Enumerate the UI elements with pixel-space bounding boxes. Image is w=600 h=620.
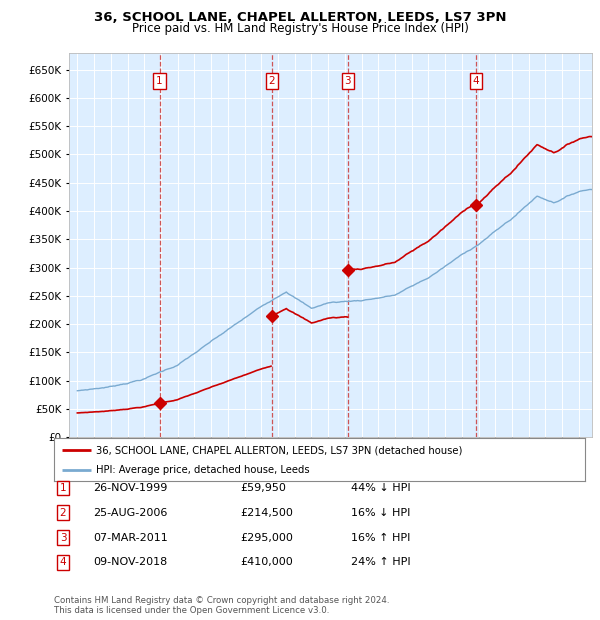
Text: 36, SCHOOL LANE, CHAPEL ALLERTON, LEEDS, LS7 3PN: 36, SCHOOL LANE, CHAPEL ALLERTON, LEEDS,…: [94, 11, 506, 24]
Text: Contains HM Land Registry data © Crown copyright and database right 2024.
This d: Contains HM Land Registry data © Crown c…: [54, 596, 389, 615]
Text: 36, SCHOOL LANE, CHAPEL ALLERTON, LEEDS, LS7 3PN (detached house): 36, SCHOOL LANE, CHAPEL ALLERTON, LEEDS,…: [97, 445, 463, 455]
Text: 44% ↓ HPI: 44% ↓ HPI: [351, 483, 410, 493]
Text: £410,000: £410,000: [240, 557, 293, 567]
Text: 16% ↑ HPI: 16% ↑ HPI: [351, 533, 410, 542]
Text: 1: 1: [156, 76, 163, 86]
Text: 16% ↓ HPI: 16% ↓ HPI: [351, 508, 410, 518]
Text: 4: 4: [473, 76, 479, 86]
Text: 3: 3: [59, 533, 67, 542]
Text: 3: 3: [344, 76, 351, 86]
Text: 26-NOV-1999: 26-NOV-1999: [93, 483, 167, 493]
Text: Price paid vs. HM Land Registry's House Price Index (HPI): Price paid vs. HM Land Registry's House …: [131, 22, 469, 35]
Text: £214,500: £214,500: [240, 508, 293, 518]
Text: 1: 1: [59, 483, 67, 493]
Text: £295,000: £295,000: [240, 533, 293, 542]
Text: 09-NOV-2018: 09-NOV-2018: [93, 557, 167, 567]
Text: 07-MAR-2011: 07-MAR-2011: [93, 533, 168, 542]
Text: 4: 4: [59, 557, 67, 567]
Text: 25-AUG-2006: 25-AUG-2006: [93, 508, 167, 518]
Text: 2: 2: [269, 76, 275, 86]
Text: 2: 2: [59, 508, 67, 518]
Text: 24% ↑ HPI: 24% ↑ HPI: [351, 557, 410, 567]
Text: £59,950: £59,950: [240, 483, 286, 493]
Text: HPI: Average price, detached house, Leeds: HPI: Average price, detached house, Leed…: [97, 465, 310, 475]
